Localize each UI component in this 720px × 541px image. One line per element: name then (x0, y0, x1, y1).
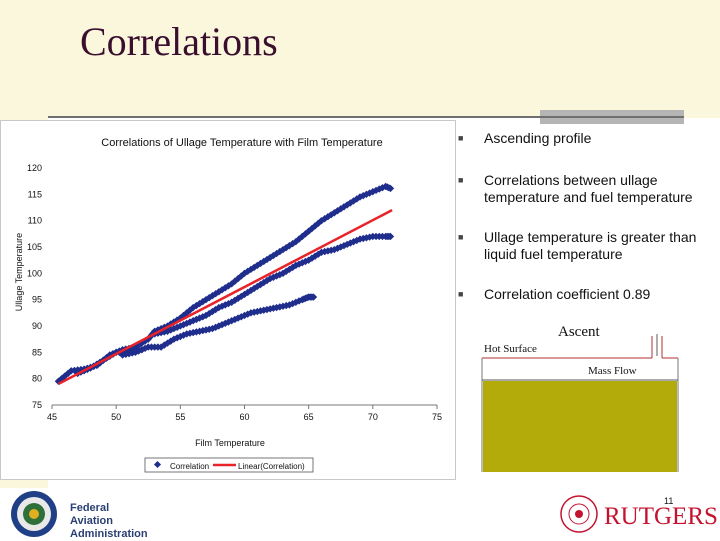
rutgers-logo: RUTGERS (604, 503, 718, 531)
bullet-square-icon: ■ (458, 134, 466, 142)
x-axis-label: Film Temperature (195, 438, 265, 448)
bullet-text: Ullage temperature is greater than liqui… (484, 229, 696, 262)
header-rule (48, 116, 684, 118)
y-tick-label: 95 (32, 295, 42, 305)
bullet-item: ■ Ullage temperature is greater than liqu… (458, 229, 714, 263)
bullet-square-icon: ■ (458, 176, 466, 184)
chart-title: Correlations of Ullage Temperature with … (101, 137, 382, 149)
bullet-text: Correlation coefficient 0.89 (484, 286, 650, 302)
legend: Correlation Linear(Correlation) (145, 458, 313, 472)
y-tick-label: 105 (27, 242, 42, 252)
bullet-text: Correlations between ullage temperature … (484, 172, 693, 205)
bullet-item: ■ Correlations between ullage temperature… (458, 172, 714, 206)
y-tick-label: 80 (32, 374, 42, 384)
y-tick-label: 110 (28, 216, 42, 226)
x-tick-label: 70 (368, 412, 378, 422)
x-tick-label: 55 (175, 412, 185, 422)
y-tick-label: 115 (28, 189, 42, 199)
bullet-item: ■ Correlation coefficient 0.89 (458, 286, 650, 303)
bullet-item: ■ Ascending profile (458, 130, 591, 147)
mass-flow-label: Mass Flow (588, 365, 637, 377)
legend-label-linear: Linear(Correlation) (238, 462, 305, 471)
linear-trend-line (58, 210, 392, 384)
rutgers-seal-icon (556, 494, 602, 534)
bullet-square-icon: ■ (458, 290, 466, 298)
ascent-diagram: Ascent Hot Surface Mass Flow (462, 312, 700, 490)
faa-name: Federal Aviation Administration (70, 502, 152, 541)
legend-label-correlation: Correlation (170, 462, 209, 471)
slide-title: Correlations (80, 18, 278, 65)
x-tick-label: 75 (432, 412, 442, 422)
faa-line2: Administration (70, 528, 152, 541)
faa-logo: Federal Aviation Administration (0, 488, 152, 540)
x-tick-label: 65 (304, 412, 314, 422)
bullet-text: Ascending profile (484, 130, 591, 146)
faa-line1: Federal Aviation (70, 502, 152, 528)
fuel-liquid (483, 381, 677, 472)
y-tick-label: 100 (27, 268, 42, 278)
x-tick-label: 60 (239, 412, 249, 422)
x-tick-label: 45 (47, 412, 57, 422)
correlation-chart: Correlations of Ullage Temperature with … (0, 120, 456, 480)
y-tick-label: 85 (32, 347, 42, 357)
x-tick-label: 50 (111, 412, 121, 422)
bullet-square-icon: ■ (458, 233, 466, 241)
y-tick-label: 90 (32, 321, 42, 331)
hot-surface-label: Hot Surface (484, 343, 537, 355)
ascent-title: Ascent (558, 324, 600, 340)
y-tick-label: 120 (27, 163, 42, 173)
y-axis-label: Ullage Temperature (14, 233, 24, 311)
faa-seal-icon (8, 489, 64, 539)
y-tick-label: 75 (32, 400, 42, 410)
